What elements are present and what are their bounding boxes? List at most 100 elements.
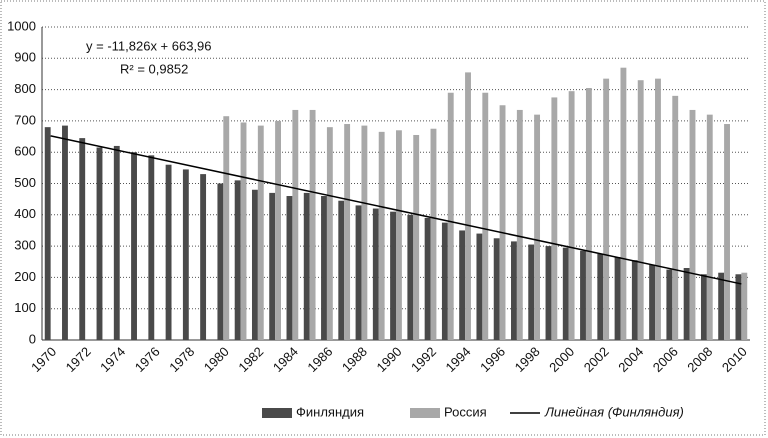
bar — [441, 222, 448, 340]
bar — [637, 80, 644, 341]
y-tick-label: 700 — [14, 112, 36, 127]
bar — [62, 125, 68, 340]
x-tick-label: 1998 — [512, 344, 543, 375]
x-tick-label: 2004 — [615, 344, 646, 375]
y-tick-label: 500 — [14, 175, 36, 190]
bar — [534, 114, 541, 340]
bar — [96, 147, 103, 340]
bar — [614, 257, 621, 340]
y-tick-label: 1000 — [7, 18, 36, 33]
bar — [321, 196, 327, 340]
bar — [482, 92, 489, 340]
bar — [597, 253, 604, 340]
bar — [430, 128, 437, 340]
bar — [275, 120, 281, 341]
bar — [493, 238, 500, 340]
bar — [724, 124, 730, 340]
bar — [459, 230, 466, 340]
x-tick-label: 1992 — [408, 344, 439, 375]
legend-label: Линейная (Финляндия) — [544, 404, 684, 419]
x-tick-label: 1994 — [443, 344, 474, 375]
bar — [465, 72, 471, 340]
x-tick-label: 1972 — [63, 344, 94, 375]
bar — [286, 196, 293, 340]
bar — [585, 88, 592, 340]
bar — [113, 145, 120, 340]
x-tick-label: 2002 — [581, 344, 612, 375]
x-tick-label: 1974 — [97, 344, 128, 375]
bar — [303, 192, 310, 340]
bar — [292, 109, 299, 340]
bar — [718, 272, 725, 340]
bar — [234, 180, 241, 340]
bar — [309, 109, 316, 340]
bar — [568, 91, 575, 340]
y-tick-label: 800 — [14, 81, 36, 96]
bar — [223, 116, 230, 340]
bar — [603, 78, 610, 341]
bar — [655, 78, 661, 341]
trend-line — [50, 135, 742, 285]
bar — [326, 127, 333, 340]
y-tick-label: 100 — [14, 300, 36, 315]
x-tick-label: 1980 — [201, 344, 232, 375]
x-tick-label: 1996 — [477, 344, 508, 375]
bar — [407, 214, 414, 340]
bar — [390, 211, 396, 340]
bar — [666, 269, 673, 340]
bar — [741, 272, 748, 340]
bar — [131, 152, 137, 340]
y-tick-label: 300 — [14, 238, 36, 253]
bar — [338, 200, 345, 340]
legend-swatch — [410, 408, 440, 418]
bar — [217, 183, 224, 340]
x-tick-label: 1976 — [132, 344, 163, 375]
y-tick-label: 400 — [14, 206, 36, 221]
x-tick-label: 1984 — [270, 344, 301, 375]
bar — [361, 125, 368, 340]
bar — [551, 97, 558, 340]
bar — [700, 274, 707, 340]
bar — [424, 217, 431, 340]
bar — [257, 125, 264, 340]
bar — [672, 95, 679, 340]
bar — [683, 268, 690, 340]
y-tick-label: 200 — [14, 269, 36, 284]
bar — [511, 241, 517, 340]
x-tick-label: 2008 — [684, 344, 715, 375]
bar — [372, 208, 379, 340]
bar — [378, 131, 385, 340]
bar — [562, 247, 569, 340]
bar — [580, 250, 586, 340]
legend-label: Финляндия — [296, 404, 364, 419]
bar — [447, 92, 454, 340]
bar — [689, 109, 696, 340]
bar — [344, 124, 351, 340]
x-tick-label: 1978 — [166, 344, 197, 375]
x-tick-label: 1988 — [339, 344, 370, 375]
bar — [620, 67, 627, 340]
bar — [240, 122, 247, 340]
bar — [165, 164, 172, 340]
bar — [499, 105, 506, 340]
bar — [631, 260, 638, 340]
x-tick-label: 2000 — [546, 344, 577, 375]
y-tick-label: 0 — [29, 331, 36, 346]
x-tick-label: 2006 — [650, 344, 681, 375]
trend-r2: R² = 0,9852 — [120, 61, 188, 76]
bar — [706, 114, 713, 340]
x-tick-label: 1970 — [28, 344, 59, 375]
bar — [476, 233, 483, 340]
bar — [182, 169, 189, 340]
bar — [516, 109, 523, 340]
bar — [735, 274, 742, 340]
bar — [44, 127, 51, 340]
legend-swatch — [262, 408, 292, 418]
y-tick-label: 600 — [14, 144, 36, 159]
bar — [269, 192, 276, 340]
legend-label: Россия — [444, 404, 487, 419]
y-tick-label: 900 — [14, 50, 36, 65]
bar — [148, 155, 155, 340]
bar — [528, 244, 535, 340]
